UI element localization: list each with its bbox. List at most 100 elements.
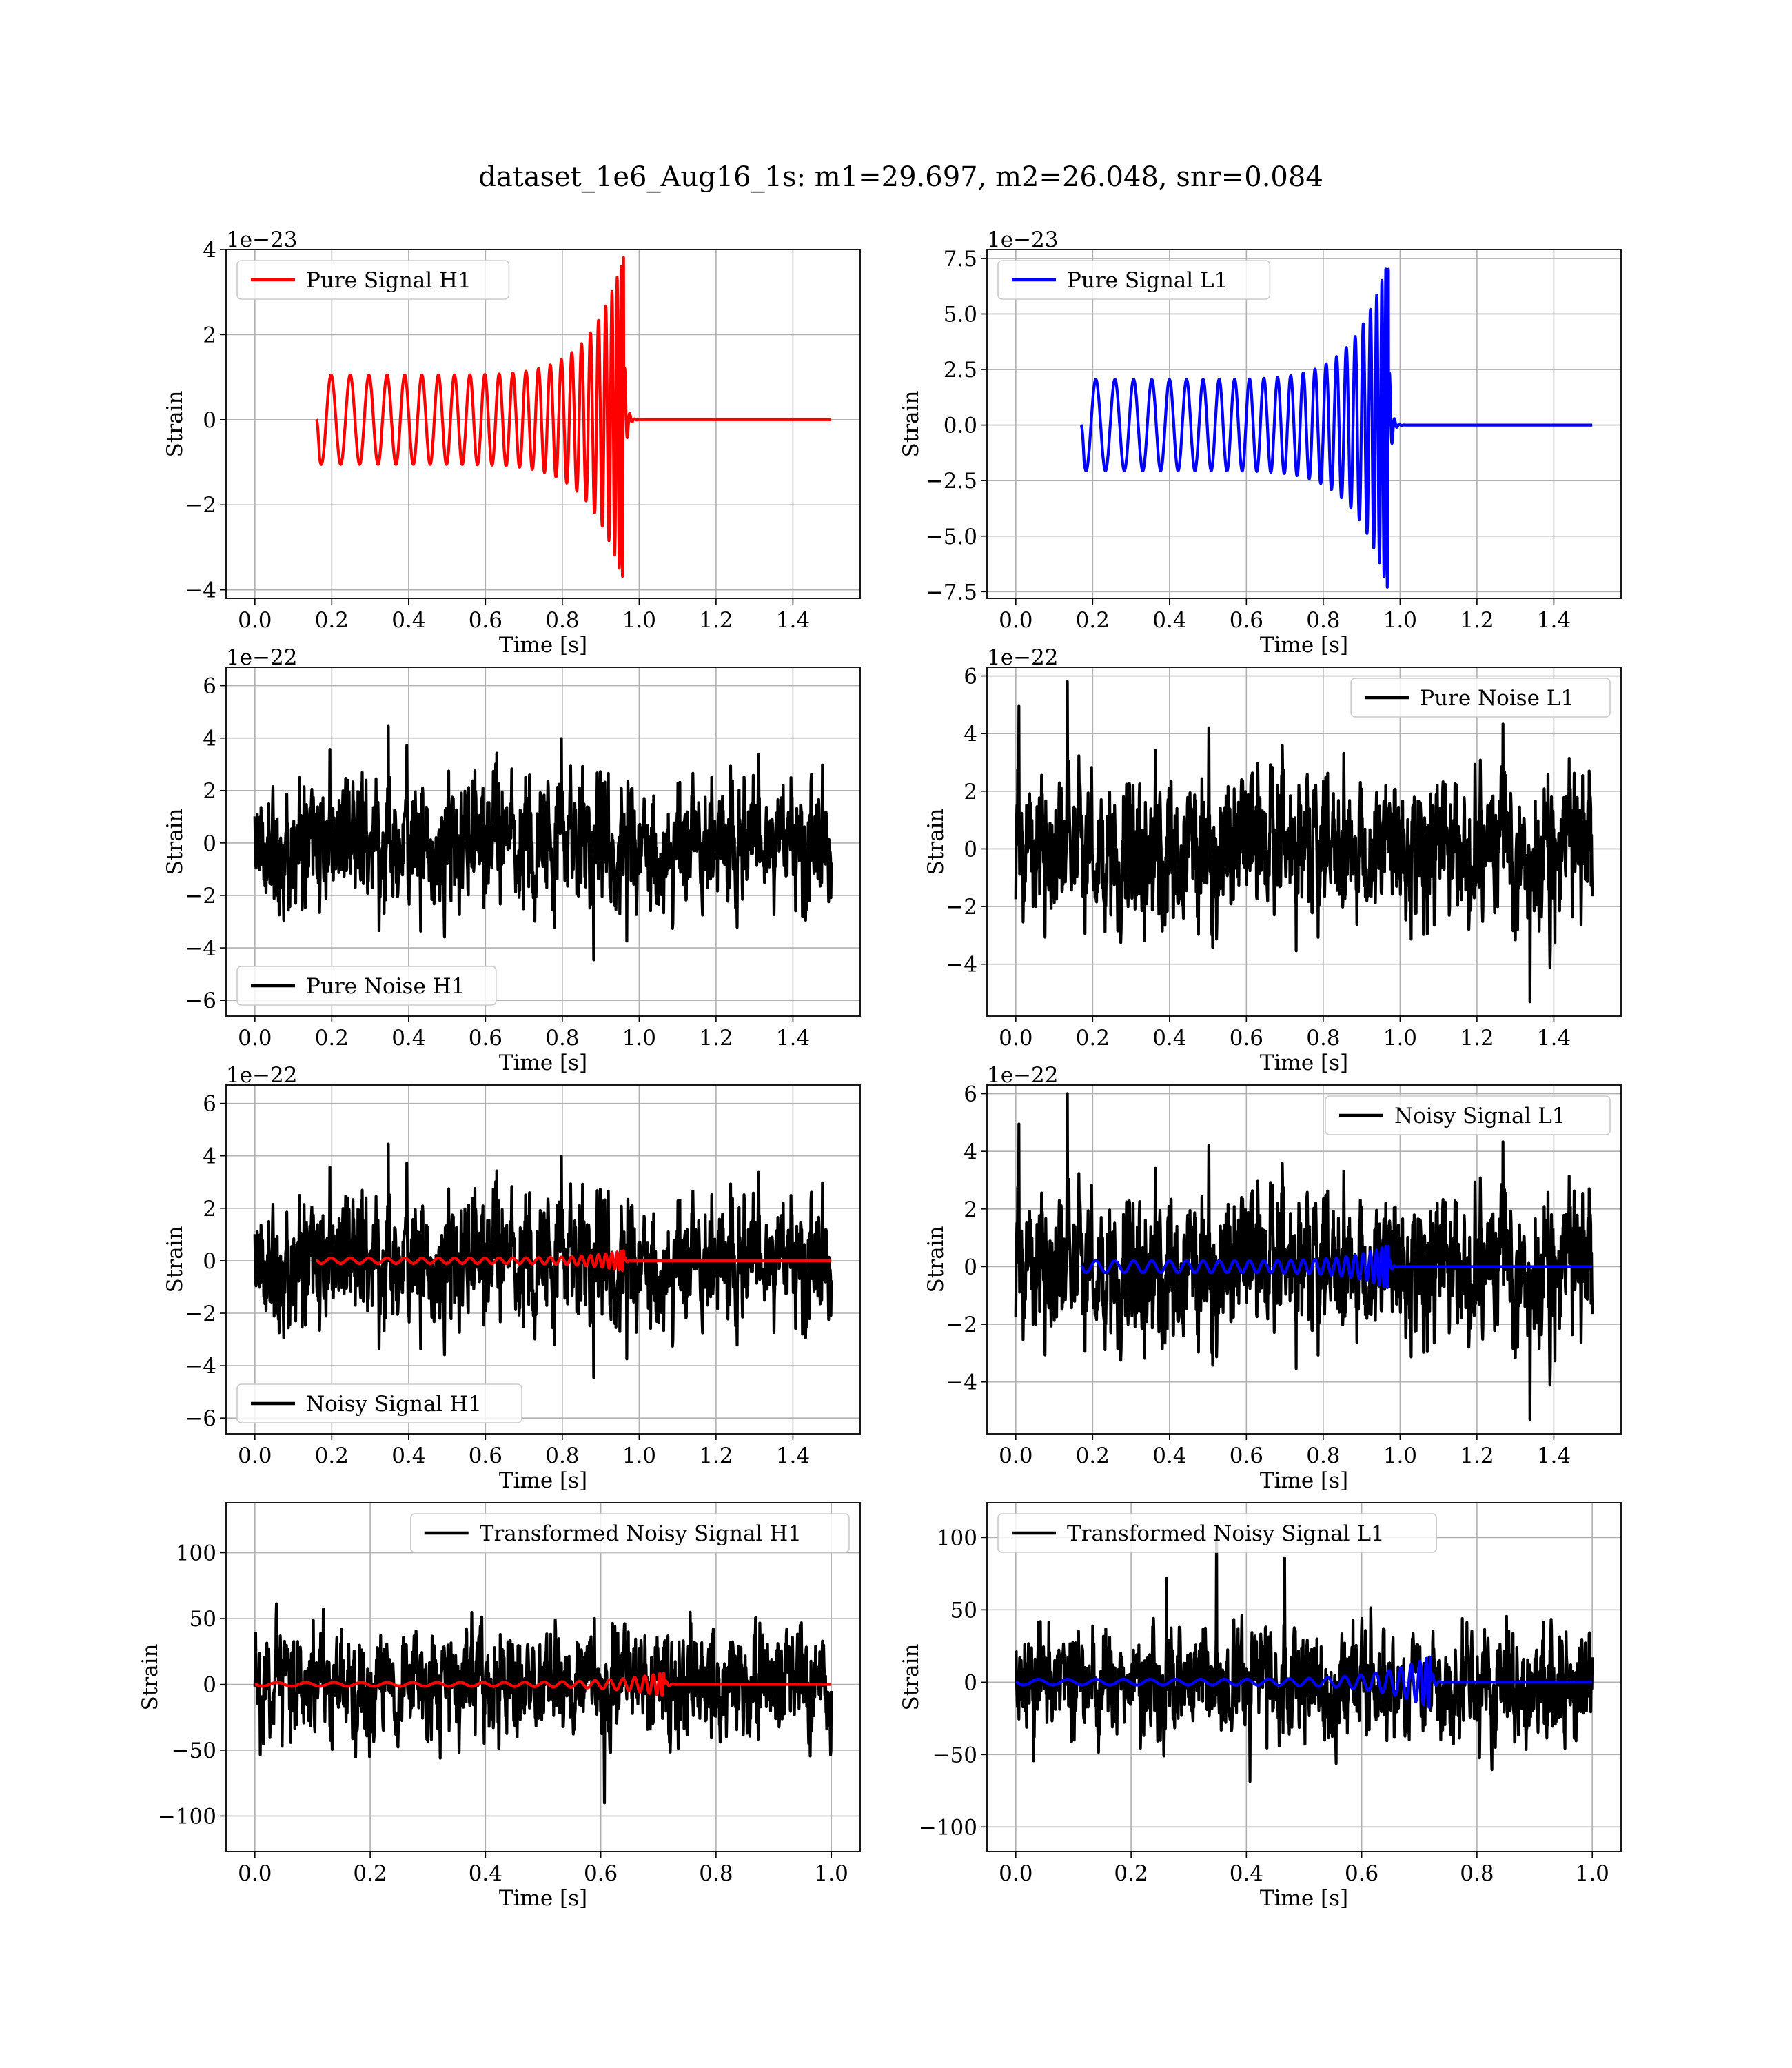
axis-offset-label: 1e−23 [987, 227, 1059, 252]
x-tick-label: 1.0 [622, 1443, 656, 1468]
subplot-5: 0.0 0.2 0.4 0.6 0.8 1.0 1.2 1.4 −6 −4 −2 0 2 4 6 Time [… [163, 1063, 861, 1493]
y-tick-label: −4 [946, 953, 977, 977]
legend: Pure Signal H1 [236, 260, 510, 300]
x-tick-label: 0.2 [1076, 608, 1110, 633]
y-tick-label: 6 [964, 665, 977, 689]
x-tick-label: 0.4 [1152, 1026, 1186, 1051]
subplot-1: 0.0 0.2 0.4 0.6 0.8 1.0 1.2 1.4 −4 −2 0 2 4 Time [s] S… [163, 227, 861, 658]
x-tick-label: 0.8 [699, 1861, 733, 1886]
x-tick-label: 0.4 [1152, 608, 1186, 633]
legend-label: Noisy Signal H1 [306, 1392, 482, 1417]
y-axis-label: Strain [163, 391, 187, 458]
y-tick-label: 100 [937, 1525, 977, 1550]
axes-frame [986, 667, 1622, 1017]
y-tick-label: −4 [946, 1370, 977, 1395]
x-axis-label: Time [s] [499, 1468, 587, 1493]
series-line-2 [254, 1672, 833, 1698]
y-tick-label: −50 [172, 1738, 216, 1763]
x-tick-label: 1.4 [1537, 1026, 1571, 1051]
x-tick-label: 0.0 [999, 608, 1032, 633]
y-tick-label: 2 [203, 323, 216, 347]
y-tick-label: −2 [185, 1301, 216, 1326]
x-tick-label: 0.0 [999, 1443, 1032, 1468]
figure-title: dataset_1e6_Aug16_1s: m1=29.697, m2=26.0… [478, 161, 1323, 193]
y-tick-label: −2 [946, 1312, 977, 1337]
legend-box [236, 966, 497, 1006]
y-tick-label: 2 [203, 779, 216, 804]
y-tick-label: 4 [964, 722, 977, 747]
y-tick-label: 6 [203, 1092, 216, 1117]
y-axis-label: Strain [163, 1226, 187, 1293]
subplot-2: 0.0 0.2 0.4 0.6 0.8 1.0 1.2 1.4 −7.5 −5.0 −2.5 0.0 2… [899, 227, 1622, 658]
plot-area [253, 1142, 833, 1379]
legend-label: Noisy Signal L1 [1394, 1104, 1566, 1128]
x-tick-label: 0.0 [238, 1026, 272, 1051]
x-tick-label: 1.2 [699, 1443, 733, 1468]
axes-frame [225, 667, 861, 1017]
x-tick-label: 0.8 [545, 1026, 579, 1051]
y-tick-label: 50 [950, 1598, 977, 1623]
y-tick-label: −100 [919, 1815, 977, 1840]
y-tick-label: −4 [185, 1354, 216, 1379]
x-tick-label: 1.2 [1460, 608, 1494, 633]
x-tick-label: 1.0 [622, 608, 656, 633]
legend-box [409, 1513, 850, 1553]
x-tick-label: 1.2 [1460, 1026, 1494, 1051]
x-tick-label: 0.0 [999, 1026, 1032, 1051]
y-tick-label: −4 [185, 578, 216, 603]
plot-area [1014, 680, 1594, 1004]
axis-offset-label: 1e−22 [226, 645, 298, 670]
series-line-1 [1015, 1531, 1594, 1783]
x-tick-label: 0.2 [315, 1026, 349, 1051]
y-tick-label: 4 [203, 1144, 216, 1169]
y-tick-label: 5.0 [944, 302, 977, 327]
x-tick-label: 1.2 [1460, 1443, 1494, 1468]
legend-box [997, 260, 1271, 300]
x-tick-label: 0.8 [1460, 1861, 1494, 1886]
subplot-7: 0.0 0.2 0.4 0.6 0.8 1.0 −100 −50 0 50 100 Time [s] S… [138, 1502, 861, 1911]
x-tick-label: 0.2 [353, 1861, 387, 1886]
axis-offset-label: 1e−22 [226, 1063, 298, 1088]
x-tick-label: 1.0 [1383, 608, 1417, 633]
x-tick-label: 0.4 [391, 608, 425, 633]
x-tick-label: 1.4 [1537, 608, 1571, 633]
x-tick-label: 0.6 [1230, 1026, 1263, 1051]
x-tick-label: 0.2 [1114, 1861, 1148, 1886]
y-tick-label: −2 [185, 884, 216, 909]
x-tick-label: 1.4 [776, 608, 810, 633]
y-tick-label: −2 [185, 493, 216, 518]
x-tick-label: 1.4 [776, 1026, 810, 1051]
legend-box [997, 1513, 1438, 1553]
y-tick-label: 2 [964, 1197, 977, 1222]
x-tick-label: 0.0 [238, 1443, 272, 1468]
plot-area [315, 256, 833, 578]
x-tick-label: 1.0 [1576, 1861, 1609, 1886]
x-tick-label: 0.4 [469, 1861, 502, 1886]
x-tick-label: 0.6 [1345, 1861, 1378, 1886]
subplot-4: 0.0 0.2 0.4 0.6 0.8 1.0 1.2 1.4 −4 −2 0 2 4 6 Time [s]… [924, 645, 1622, 1075]
axes-frame [225, 1502, 861, 1852]
y-tick-label: 4 [203, 727, 216, 751]
y-tick-label: −50 [933, 1743, 977, 1767]
y-tick-label: −6 [185, 1406, 216, 1431]
series-line-1 [1079, 267, 1594, 589]
y-tick-label: 4 [964, 1139, 977, 1164]
subplot-3: 0.0 0.2 0.4 0.6 0.8 1.0 1.2 1.4 −6 −4 −2 0 2 4 6 Time [… [163, 645, 861, 1075]
y-tick-label: 0 [964, 1670, 977, 1695]
legend: Noisy Signal L1 [1325, 1095, 1611, 1135]
x-axis-label: Time [s] [1260, 1468, 1348, 1493]
y-tick-label: 4 [203, 238, 216, 263]
y-tick-label: 2 [203, 1197, 216, 1221]
x-tick-label: 0.0 [238, 1861, 272, 1886]
y-tick-label: −6 [185, 989, 216, 1013]
y-axis-label: Strain [899, 391, 924, 458]
legend: Pure Noise H1 [236, 966, 497, 1006]
y-tick-label: 0 [203, 1673, 216, 1698]
x-tick-label: 0.0 [238, 608, 272, 633]
legend-label: Pure Signal H1 [306, 268, 471, 293]
y-tick-label: −2 [946, 895, 977, 920]
series-line-1 [253, 724, 833, 962]
y-tick-label: 7.5 [944, 247, 977, 272]
y-tick-label: −2.5 [926, 469, 977, 494]
